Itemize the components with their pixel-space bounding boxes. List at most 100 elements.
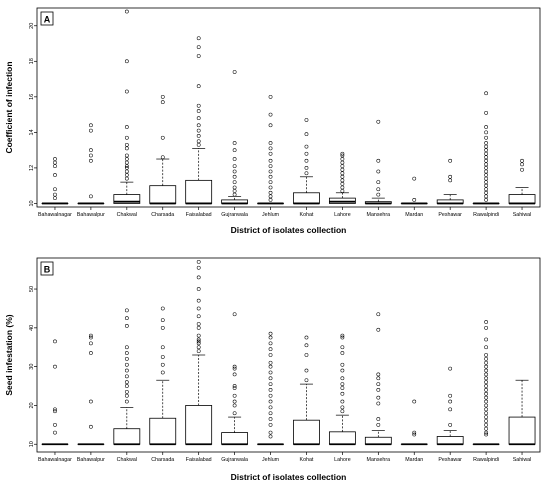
outlier-point bbox=[377, 396, 380, 399]
outlier-point bbox=[53, 408, 56, 411]
outlier-point bbox=[197, 37, 200, 40]
outlier-point bbox=[89, 129, 92, 132]
outlier-point bbox=[125, 357, 128, 360]
outlier-point bbox=[233, 157, 236, 160]
outlier-point bbox=[305, 133, 308, 136]
outlier-point bbox=[53, 193, 56, 196]
outlier-point bbox=[377, 377, 380, 380]
x-tick-label-kohat: Kohat bbox=[300, 457, 314, 463]
outlier-point bbox=[197, 299, 200, 302]
outlier-point bbox=[520, 163, 523, 166]
outlier-point bbox=[485, 195, 488, 198]
x-tick-label-mardan: Mardan bbox=[405, 457, 423, 463]
outlier-point bbox=[269, 417, 272, 420]
outlier-point bbox=[341, 351, 344, 354]
outlier-point bbox=[125, 161, 128, 164]
outlier-point bbox=[197, 129, 200, 132]
outlier-point bbox=[449, 423, 452, 426]
outlier-point bbox=[341, 392, 344, 395]
outlier-point bbox=[197, 109, 200, 112]
outlier-point bbox=[485, 353, 488, 356]
outlier-point bbox=[485, 377, 488, 380]
outlier-point bbox=[125, 177, 128, 180]
outlier-point bbox=[125, 154, 128, 157]
x-tick-label-kohat: Kohat bbox=[300, 212, 314, 218]
box-peshawar bbox=[437, 436, 463, 444]
x-tick-label-bahawalpur: Bahawalpur bbox=[77, 457, 105, 463]
outlier-point bbox=[125, 143, 128, 146]
outlier-point bbox=[269, 423, 272, 426]
outlier-point bbox=[377, 159, 380, 162]
outlier-point bbox=[269, 170, 272, 173]
outlier-point bbox=[197, 338, 200, 341]
outlier-point bbox=[269, 348, 272, 351]
outlier-point bbox=[485, 188, 488, 191]
outlier-point bbox=[485, 170, 488, 173]
outlier-point bbox=[377, 383, 380, 386]
outlier-point bbox=[485, 431, 488, 434]
outlier-point bbox=[305, 166, 308, 169]
outlier-point bbox=[89, 124, 92, 127]
outlier-point bbox=[89, 159, 92, 162]
outlier-point bbox=[161, 101, 164, 104]
outlier-point bbox=[377, 193, 380, 196]
outlier-point bbox=[413, 431, 416, 434]
outlier-point bbox=[53, 165, 56, 168]
outlier-point bbox=[233, 186, 236, 189]
outlier-point bbox=[485, 131, 488, 134]
x-tick-label-mardan: Mardan bbox=[405, 212, 423, 218]
box-chakwal bbox=[114, 429, 140, 445]
outlier-point bbox=[53, 423, 56, 426]
outlier-point bbox=[485, 373, 488, 376]
y-tick-label: 20 bbox=[29, 23, 35, 29]
outlier-point bbox=[269, 195, 272, 198]
outlier-point bbox=[449, 394, 452, 397]
outlier-point bbox=[161, 95, 164, 98]
box-faisalabad bbox=[186, 180, 212, 203]
outlier-point bbox=[125, 363, 128, 366]
outlier-point bbox=[377, 188, 380, 191]
y-tick-label: 50 bbox=[29, 286, 35, 292]
outlier-point bbox=[341, 168, 344, 171]
outlier-point bbox=[53, 340, 56, 343]
x-tick-label-jehlum: Jehlum bbox=[262, 212, 280, 218]
outlier-point bbox=[233, 394, 236, 397]
outlier-point bbox=[161, 363, 164, 366]
outlier-point bbox=[449, 159, 452, 162]
outlier-point bbox=[377, 313, 380, 316]
outlier-point bbox=[233, 189, 236, 192]
outlier-point bbox=[269, 147, 272, 150]
outlier-point bbox=[269, 365, 272, 368]
outlier-point bbox=[520, 159, 523, 162]
outlier-point bbox=[485, 156, 488, 159]
outlier-point bbox=[197, 266, 200, 269]
outlier-point bbox=[233, 365, 236, 368]
outlier-point bbox=[269, 371, 272, 374]
outlier-point bbox=[341, 165, 344, 168]
outlier-point bbox=[197, 45, 200, 48]
outlier-point bbox=[341, 377, 344, 380]
outlier-point bbox=[341, 189, 344, 192]
outlier-point bbox=[377, 402, 380, 405]
outlier-point bbox=[305, 353, 308, 356]
outlier-point bbox=[269, 394, 272, 397]
outlier-point bbox=[485, 166, 488, 169]
x-tick-label-faisalabad: Faisalabad bbox=[186, 457, 212, 463]
outlier-point bbox=[125, 170, 128, 173]
outlier-point bbox=[269, 95, 272, 98]
outlier-point bbox=[305, 118, 308, 121]
outlier-point bbox=[485, 163, 488, 166]
outlier-point bbox=[125, 173, 128, 176]
outlier-point bbox=[269, 186, 272, 189]
outlier-point bbox=[269, 141, 272, 144]
outlier-point bbox=[269, 175, 272, 178]
outlier-point bbox=[485, 136, 488, 139]
outlier-point bbox=[305, 336, 308, 339]
outlier-point bbox=[413, 198, 416, 201]
outlier-point bbox=[89, 334, 92, 337]
outlier-point bbox=[341, 406, 344, 409]
outlier-point bbox=[269, 159, 272, 162]
x-tick-label-sahiwal: Sahiwal bbox=[513, 457, 532, 463]
